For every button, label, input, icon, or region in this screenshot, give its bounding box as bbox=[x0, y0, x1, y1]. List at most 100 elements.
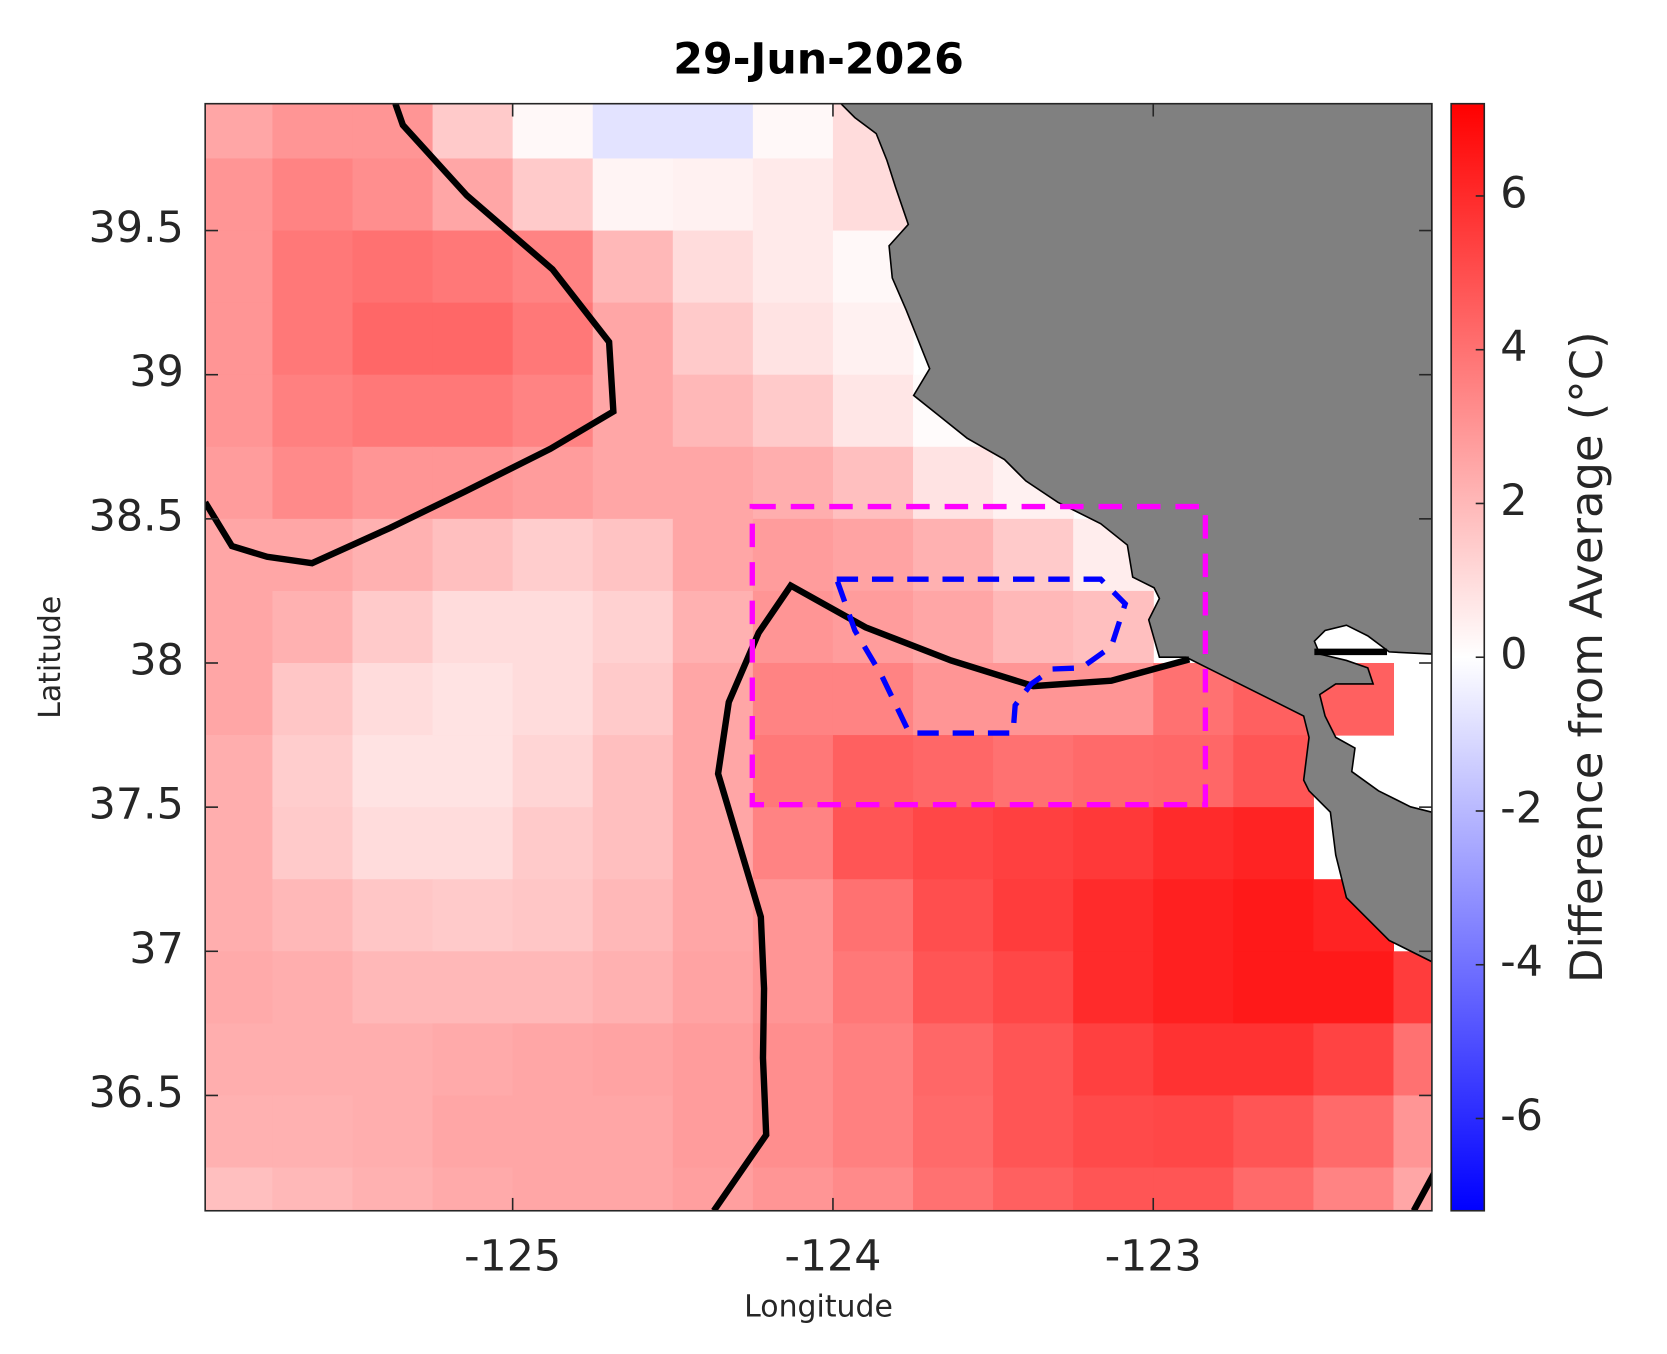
cell bbox=[832, 807, 914, 880]
cell bbox=[512, 374, 594, 448]
cell bbox=[1153, 951, 1234, 1024]
cell bbox=[272, 590, 354, 664]
cell bbox=[352, 374, 434, 448]
cell bbox=[272, 1167, 354, 1211]
cell bbox=[205, 807, 273, 880]
cell bbox=[1073, 951, 1154, 1024]
cell bbox=[352, 1023, 434, 1096]
cell bbox=[752, 1167, 834, 1211]
cell bbox=[432, 879, 514, 952]
cell bbox=[432, 374, 514, 448]
cell bbox=[432, 446, 514, 520]
cell bbox=[432, 1167, 514, 1211]
y-tick-label: 36.5 bbox=[89, 1068, 184, 1118]
cell bbox=[352, 1095, 434, 1169]
cell bbox=[672, 951, 754, 1024]
colorbar-tick-label: 6 bbox=[1500, 168, 1527, 218]
cell bbox=[1153, 807, 1234, 880]
cell bbox=[1153, 1095, 1234, 1169]
cell bbox=[1073, 735, 1154, 808]
cell bbox=[352, 1167, 434, 1211]
cell bbox=[205, 1167, 273, 1211]
cell bbox=[205, 951, 273, 1024]
cell bbox=[1233, 735, 1314, 808]
cell bbox=[432, 1023, 514, 1096]
region-box bbox=[749, 503, 1209, 808]
x-tick-label: -124 bbox=[784, 1231, 881, 1281]
cell bbox=[205, 302, 273, 376]
cell bbox=[205, 158, 273, 232]
cell bbox=[993, 735, 1074, 808]
cell bbox=[913, 951, 994, 1024]
cell bbox=[592, 590, 674, 664]
cell bbox=[1073, 590, 1154, 664]
cell bbox=[205, 662, 273, 736]
cell bbox=[592, 103, 674, 160]
y-tick-label: 38 bbox=[129, 635, 183, 685]
cell bbox=[592, 1023, 674, 1096]
cell bbox=[1073, 807, 1154, 880]
cell bbox=[272, 230, 354, 304]
y-tick-label: 37 bbox=[129, 924, 183, 974]
cell bbox=[1233, 1167, 1314, 1211]
y-tick-label: 39 bbox=[129, 347, 183, 397]
cell bbox=[592, 158, 674, 232]
cell bbox=[1313, 1095, 1395, 1169]
cell bbox=[1233, 1095, 1314, 1169]
contour bbox=[711, 581, 1191, 1211]
cell bbox=[352, 951, 434, 1024]
cell bbox=[1153, 1167, 1234, 1211]
y-tick-label: 38.5 bbox=[89, 491, 184, 541]
cell bbox=[1153, 879, 1234, 952]
cell bbox=[512, 1095, 594, 1169]
cell bbox=[832, 662, 914, 736]
cell bbox=[1233, 807, 1314, 880]
cell bbox=[272, 807, 354, 880]
cell bbox=[752, 518, 834, 592]
cell bbox=[913, 735, 994, 808]
cell bbox=[432, 662, 514, 736]
cell bbox=[832, 1095, 914, 1169]
cell bbox=[512, 590, 594, 664]
cell bbox=[512, 302, 594, 376]
cell bbox=[272, 1023, 354, 1096]
cell bbox=[272, 735, 354, 808]
cell bbox=[1393, 1095, 1432, 1169]
cell bbox=[432, 230, 514, 304]
cell bbox=[672, 374, 754, 448]
cell bbox=[832, 735, 914, 808]
cell bbox=[512, 879, 594, 952]
cell bbox=[1073, 1095, 1154, 1169]
cell bbox=[272, 662, 354, 736]
cell bbox=[432, 951, 514, 1024]
cell bbox=[1233, 1023, 1314, 1096]
chart-title: 29-Jun-2026 bbox=[673, 35, 964, 85]
cell bbox=[1073, 879, 1154, 952]
cell bbox=[272, 158, 354, 232]
y-tick-label: 39.5 bbox=[89, 203, 184, 253]
cell bbox=[1393, 951, 1432, 1024]
cell bbox=[205, 1095, 273, 1169]
cell bbox=[752, 879, 834, 952]
cell bbox=[832, 374, 914, 448]
cell bbox=[672, 158, 754, 232]
cell bbox=[913, 662, 994, 736]
cell bbox=[432, 103, 514, 160]
cell bbox=[672, 735, 754, 808]
cell bbox=[1153, 735, 1234, 808]
cell bbox=[272, 518, 354, 592]
cell bbox=[432, 807, 514, 880]
cell bbox=[272, 879, 354, 952]
cell bbox=[205, 590, 273, 664]
cell bbox=[432, 1095, 514, 1169]
cell bbox=[205, 103, 273, 160]
cell bbox=[672, 446, 754, 520]
cell bbox=[993, 807, 1074, 880]
cell bbox=[832, 1167, 914, 1211]
cell bbox=[352, 302, 434, 376]
cell bbox=[592, 374, 674, 448]
cell bbox=[1073, 1167, 1154, 1211]
cell bbox=[352, 230, 434, 304]
land bbox=[839, 103, 1432, 963]
cell bbox=[512, 158, 594, 232]
